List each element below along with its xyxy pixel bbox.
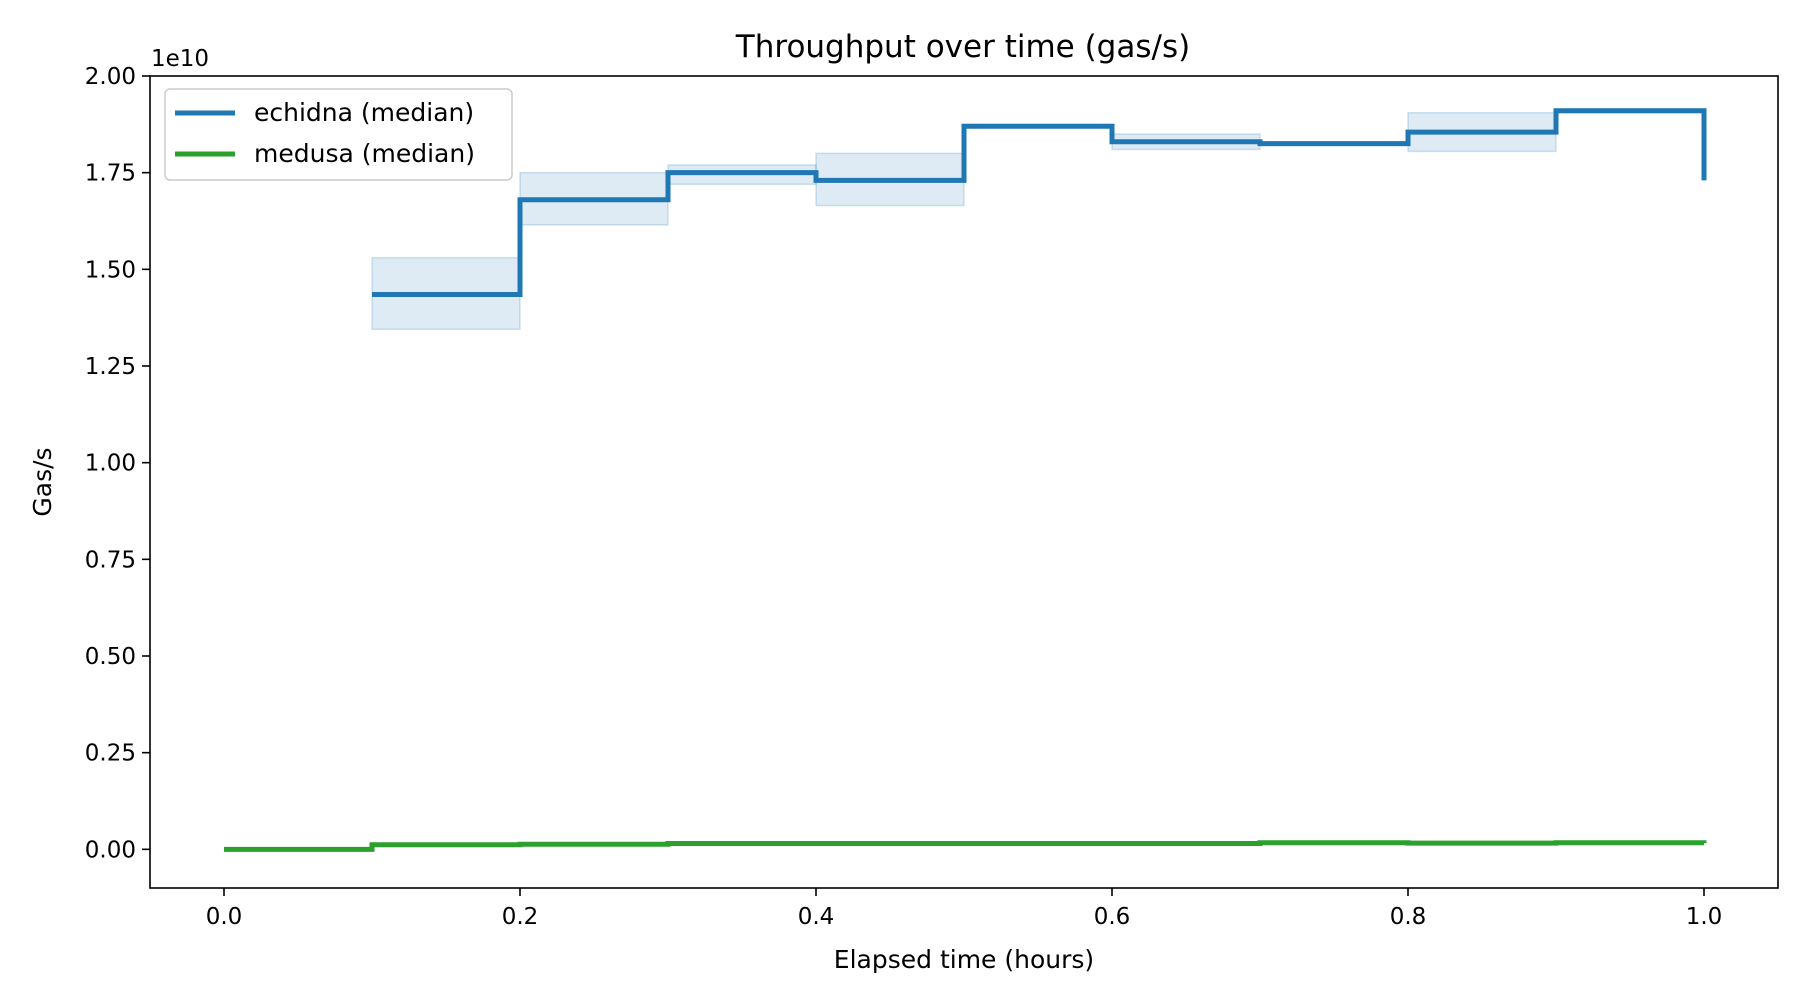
y-axis: 0.00 0.25 0.50 0.75 1.00 1.25 1.50 1.75 2.00 (85, 64, 150, 863)
plot-area-frame (149, 75, 1779, 889)
series-line-1 (224, 840, 1707, 852)
legend-box (164, 88, 513, 181)
x-tick-label: 0.8 (1390, 904, 1427, 930)
x-axis: 0.0 0.2 0.4 0.6 0.8 1.0 (206, 888, 1723, 930)
y-tick-label: 2.00 (85, 64, 136, 90)
y-offset-label: 1e10 (151, 46, 209, 72)
series-lines (224, 108, 1707, 852)
y-tick-label: 1.75 (85, 161, 136, 187)
chart-title: Throughput over time (gas/s) (735, 29, 1190, 65)
x-tick-label: 0.0 (206, 904, 243, 930)
y-tick-label: 0.50 (85, 644, 136, 670)
y-tick-label: 1.50 (85, 257, 136, 283)
x-axis-label: Elapsed time (hours) (834, 945, 1094, 974)
y-tick-label: 0.25 (85, 741, 136, 767)
y-tick-label: 0.75 (85, 547, 136, 573)
x-tick-label: 0.4 (798, 904, 835, 930)
series-line-0 (372, 108, 1707, 297)
y-tick-label: 1.25 (85, 354, 136, 380)
y-tick-label: 0.00 (85, 837, 136, 863)
x-tick-label: 0.6 (1094, 904, 1131, 930)
x-tick-label: 1.0 (1686, 904, 1723, 930)
y-tick-label: 1.00 (85, 451, 136, 477)
legend-label-medusa: medusa (median) (254, 139, 475, 168)
x-tick-label: 0.2 (502, 904, 539, 930)
legend-label-echidna: echidna (median) (254, 98, 474, 127)
y-axis-label: Gas/s (28, 447, 57, 516)
legend: echidna (median) medusa (median) (164, 88, 513, 181)
